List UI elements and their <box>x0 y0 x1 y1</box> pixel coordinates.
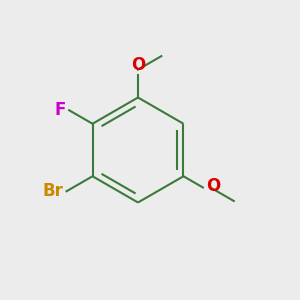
Text: O: O <box>206 177 220 195</box>
Text: Br: Br <box>43 182 64 200</box>
Text: F: F <box>55 101 66 119</box>
Text: O: O <box>131 56 145 74</box>
